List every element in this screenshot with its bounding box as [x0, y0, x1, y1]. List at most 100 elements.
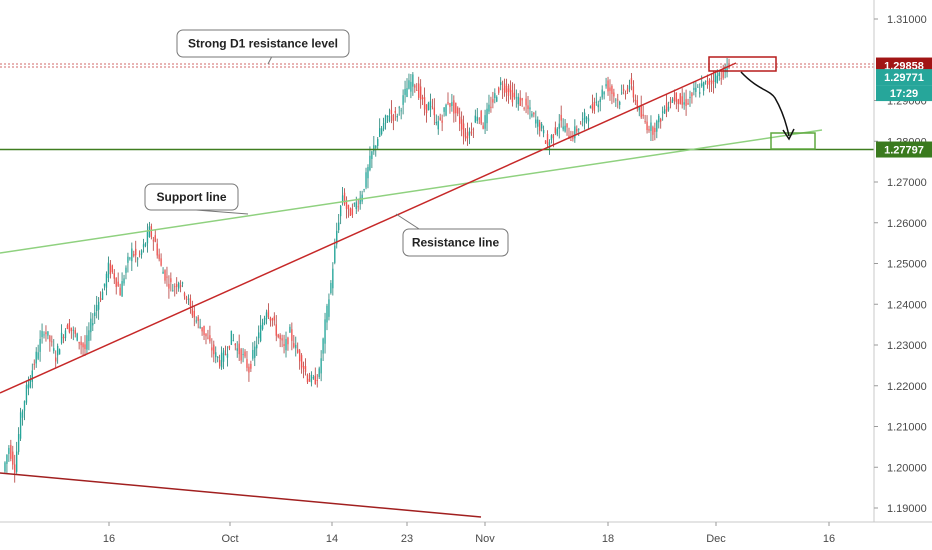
candle-body [8, 447, 10, 454]
candle-body [451, 102, 453, 106]
candle-body [648, 129, 650, 131]
candle-body [74, 330, 76, 334]
candle-body [291, 329, 293, 341]
candle-body [37, 352, 39, 359]
candle-body [706, 81, 709, 85]
candle-body [468, 131, 471, 136]
candle-body [695, 87, 697, 92]
projection-arrow [740, 71, 790, 137]
candle-body [507, 88, 510, 96]
candle-body [92, 323, 94, 326]
candle-body [562, 126, 564, 130]
support-line-callout-box [144, 183, 239, 211]
candle-body [19, 412, 22, 439]
candle-body [416, 90, 418, 91]
candle-body [6, 454, 8, 464]
candle-body [265, 312, 268, 320]
candle-body [300, 355, 303, 368]
candle-body [172, 290, 174, 292]
candle-body [154, 235, 156, 242]
candle-body [431, 106, 434, 108]
candle-body [379, 128, 381, 138]
candle-body [638, 106, 640, 111]
candle-body [45, 332, 47, 335]
candle-body [464, 136, 467, 139]
candle-body [125, 267, 127, 273]
x-tick-label: 16 [823, 533, 835, 545]
candle-body [144, 243, 147, 246]
candle-body [158, 254, 160, 260]
candle-body [357, 206, 359, 208]
lower-trend-line [0, 472, 482, 518]
projection-arrowhead [782, 128, 795, 141]
candle-body [203, 325, 205, 335]
y-tick-label: 1.21000 [887, 422, 927, 434]
candle-body [41, 331, 43, 338]
candle-body [222, 350, 225, 362]
candle-body [351, 208, 354, 215]
candle-body [218, 360, 221, 367]
candle-body [630, 78, 633, 85]
candle-body [701, 83, 703, 87]
candle-body [570, 140, 572, 141]
candle-body [189, 298, 192, 307]
candle-body [375, 145, 377, 148]
candle-body [654, 127, 656, 132]
candle-body [486, 108, 488, 124]
candle-body [23, 401, 26, 411]
candle-body [716, 75, 718, 84]
y-tick-label: 1.26000 [887, 218, 927, 230]
candle-body [704, 80, 707, 82]
candle-body [511, 90, 514, 103]
candle-body [275, 324, 277, 336]
candle-body [217, 356, 219, 358]
candle-body [548, 142, 551, 149]
candle-body [197, 317, 199, 321]
candle-body [386, 115, 389, 117]
candle-body [673, 97, 676, 102]
candle-body [527, 105, 529, 110]
support-trend-line [0, 129, 823, 254]
candle-body [261, 322, 264, 330]
candle-body [256, 344, 258, 349]
candle-body [68, 323, 71, 333]
candle-body [437, 121, 439, 130]
candle-body [246, 359, 248, 368]
candle-body [232, 340, 234, 341]
candle-body [658, 115, 660, 123]
price-tag-support-bg [876, 141, 932, 158]
candle-body [443, 107, 445, 112]
candle-body [339, 206, 342, 217]
candle-body [382, 123, 385, 130]
candle-body [96, 304, 98, 312]
candle-body [611, 85, 613, 95]
candle-body [152, 240, 154, 242]
candle-body [574, 126, 576, 139]
candle-body [99, 298, 102, 301]
candle-body [601, 89, 603, 98]
candle-body [76, 333, 78, 341]
candle-body [281, 338, 283, 341]
candle-body [236, 348, 238, 351]
candle-body [117, 281, 119, 286]
resistance-level-callout-text: Strong D1 resistance level [188, 37, 338, 51]
candle-body [320, 358, 322, 374]
candle-body [336, 230, 338, 245]
candle-body [523, 107, 525, 109]
candle-body [322, 338, 324, 354]
candle-body [205, 333, 207, 337]
candle-body [414, 85, 416, 88]
candle-body [435, 121, 437, 124]
candle-body [634, 99, 637, 102]
candle-body [597, 104, 599, 108]
candle-body [353, 203, 355, 205]
candle-body [135, 248, 137, 256]
candle-body [708, 79, 711, 85]
candle-body [47, 331, 49, 336]
candle-body [503, 83, 506, 93]
candle-body [429, 101, 432, 110]
candle-body [209, 335, 211, 342]
candle-body [78, 342, 80, 344]
candle-body [345, 201, 348, 209]
